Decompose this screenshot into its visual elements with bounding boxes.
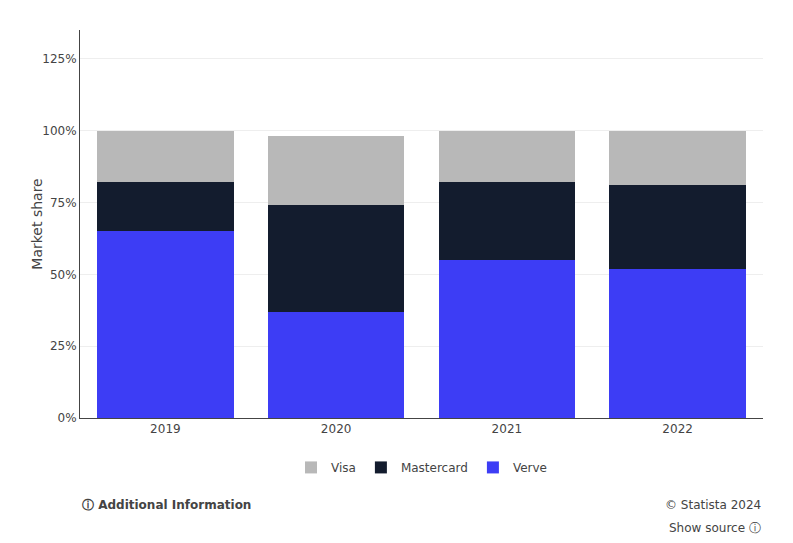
svg-text:© Statista 2024: © Statista 2024 <box>665 498 761 512</box>
svg-text:Show source ⓘ: Show source ⓘ <box>669 521 761 535</box>
svg-text:2020: 2020 <box>321 422 352 436</box>
svg-text:0%: 0% <box>58 411 77 425</box>
svg-text:100%: 100% <box>42 124 76 138</box>
svg-text:2021: 2021 <box>492 422 523 436</box>
svg-text:ⓘ Additional Information: ⓘ Additional Information <box>82 498 251 512</box>
svg-text:Verve: Verve <box>513 461 547 475</box>
svg-text:50%: 50% <box>50 268 77 282</box>
svg-text:125%: 125% <box>42 52 76 66</box>
svg-text:75%: 75% <box>50 196 77 210</box>
svg-text:Visa: Visa <box>331 461 356 475</box>
svg-text:Market share: Market share <box>29 178 45 269</box>
svg-text:2022: 2022 <box>662 422 693 436</box>
svg-text:Mastercard: Mastercard <box>401 461 468 475</box>
svg-text:25%: 25% <box>50 339 77 353</box>
svg-text:2019: 2019 <box>150 422 181 436</box>
